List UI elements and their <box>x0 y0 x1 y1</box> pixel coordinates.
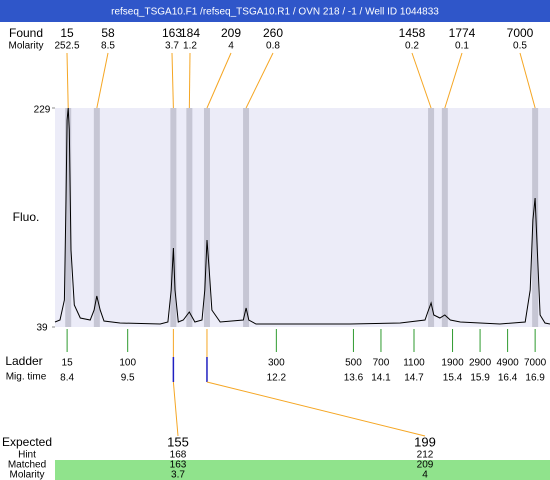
peak-connector <box>444 52 463 109</box>
found-size: 7000 <box>507 26 534 40</box>
found-molarity: 3.7 <box>165 41 179 52</box>
ladder-size: 7000 <box>524 358 547 369</box>
ladder-size: 4900 <box>496 358 519 369</box>
trace <box>54 107 550 325</box>
header-title: refseq_TSGA10.F1 /refseq_TSGA10.R1 / OVN… <box>111 7 439 18</box>
peak-connector <box>66 52 69 109</box>
found-size: 1458 <box>399 26 426 40</box>
ladder-time: 12.2 <box>267 373 287 384</box>
peak-connector <box>245 52 274 109</box>
peak-band <box>428 108 435 327</box>
ladder-time: 16.9 <box>525 373 545 384</box>
peak-connector <box>96 52 109 109</box>
molarity-label: Molarity <box>8 41 43 52</box>
expected-size: 199 <box>414 434 436 449</box>
ladder-size: 15 <box>62 358 74 369</box>
peak-band <box>243 108 250 327</box>
ladder-time: 8.4 <box>60 373 74 384</box>
match-connector <box>172 381 179 437</box>
ladder-label: Ladder <box>5 354 42 368</box>
found-size: 184 <box>180 26 200 40</box>
peak-band <box>186 108 193 327</box>
ladder-size: 500 <box>345 358 362 369</box>
peak-connector <box>171 52 174 109</box>
peak-band <box>441 108 448 327</box>
ladder-size: 300 <box>268 358 285 369</box>
molarity-row-label: Molarity <box>9 470 44 480</box>
found-label: Found <box>9 26 43 40</box>
ladder-time: 15.4 <box>443 373 463 384</box>
hint-label: Hint <box>18 450 36 461</box>
found-molarity: 0.5 <box>513 41 527 52</box>
found-size: 1774 <box>449 26 476 40</box>
peak-band <box>170 108 177 327</box>
ladder-size: 700 <box>373 358 390 369</box>
matched-size: 209 <box>417 460 434 471</box>
peak-connector <box>519 52 536 109</box>
found-size: 15 <box>60 26 74 40</box>
ladder-time: 15.9 <box>470 373 490 384</box>
matched-band <box>55 460 550 480</box>
peak-band <box>93 108 100 327</box>
ladder-time: 13.6 <box>344 373 364 384</box>
matched-label: Matched <box>8 460 46 471</box>
peak-connector <box>188 52 191 109</box>
matched-size: 163 <box>170 460 187 471</box>
peak-connector <box>411 52 432 109</box>
matched-molarity: 4 <box>422 470 428 480</box>
found-molarity: 0.2 <box>405 41 419 52</box>
match-connector <box>206 381 426 437</box>
ladder-size: 1100 <box>403 358 425 369</box>
fluo-label: Fluo. <box>13 210 40 224</box>
found-size: 209 <box>221 26 241 40</box>
found-molarity: 1.2 <box>183 41 197 52</box>
found-molarity: 8.5 <box>101 41 115 52</box>
y-tick-label: 39 <box>36 323 48 334</box>
plot-area <box>55 108 550 327</box>
ladder-time: 14.1 <box>371 373 391 384</box>
found-size: 58 <box>101 26 115 40</box>
ladder-time: 16.4 <box>498 373 518 384</box>
peak-band <box>203 108 210 327</box>
y-tick-label: 229 <box>34 105 51 116</box>
peak-band <box>65 108 72 327</box>
mig-time-label: Mig. time <box>6 372 47 383</box>
hint-size: 212 <box>417 450 434 461</box>
hint-size: 168 <box>170 450 187 461</box>
found-molarity: 0.8 <box>266 41 280 52</box>
ladder-time: 9.5 <box>121 373 135 384</box>
ladder-size: 100 <box>119 358 136 369</box>
ladder-time: 14.7 <box>404 373 424 384</box>
found-size: 163 <box>162 26 182 40</box>
ladder-size: 1900 <box>441 358 464 369</box>
ladder-size: 2900 <box>469 358 492 369</box>
found-molarity: 4 <box>228 41 234 52</box>
found-molarity: 252.5 <box>54 41 79 52</box>
matched-molarity: 3.7 <box>171 470 185 480</box>
expected-label: Expected <box>2 435 52 449</box>
expected-size: 155 <box>167 434 189 449</box>
peak-band <box>532 108 539 327</box>
found-molarity: 0.1 <box>455 41 469 52</box>
peak-connector <box>206 52 232 109</box>
header-bar <box>0 0 550 22</box>
found-size: 260 <box>263 26 283 40</box>
